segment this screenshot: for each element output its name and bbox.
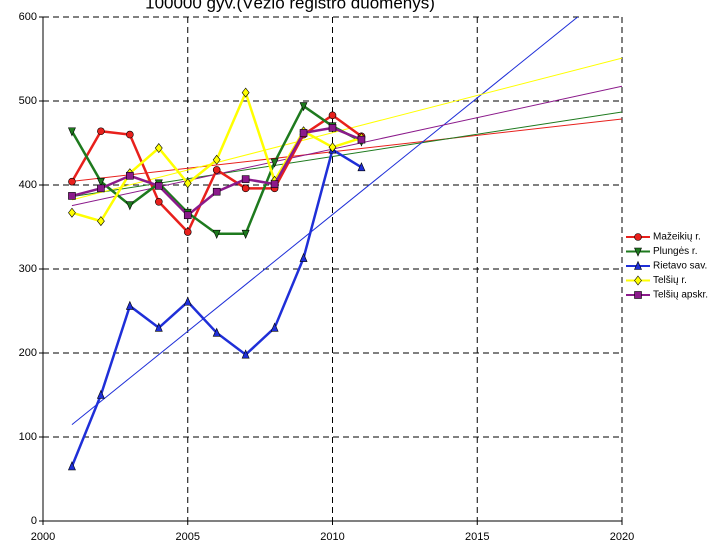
legend-label: Telšių apskr. [653,290,708,301]
y-tick-label: 0 [31,515,37,527]
point [183,178,192,189]
point [155,182,163,190]
point [125,300,134,310]
point [299,129,308,137]
legend-label: Telšių r. [653,275,687,286]
trend-line [71,118,622,182]
legend-label: Plungės r. [653,246,697,257]
trend-line [71,57,622,201]
point [154,322,163,332]
point [270,322,279,332]
x-tick-label: 2020 [610,531,634,543]
x-tick-label: 2010 [320,531,344,543]
point [241,349,250,359]
point [126,130,134,139]
point [212,154,221,165]
point [97,216,105,227]
point [270,180,279,188]
point [212,327,221,337]
legend-marker [634,260,642,270]
y-tick-label: 300 [19,263,37,275]
legend: Mažeikių r. Plungės r. Rietavo sav. Telšių … [626,232,708,301]
point [299,102,308,112]
point [241,229,250,239]
legend-marker [634,247,642,257]
trend-line [71,17,579,426]
point [328,142,337,153]
point [125,201,134,211]
y-tick-label: 200 [19,347,37,359]
point [67,461,76,471]
point [357,135,366,144]
point [68,192,76,200]
legend-marker [634,233,642,241]
point [212,229,221,239]
point [68,207,76,218]
x-tick-label: 2000 [31,531,55,543]
point [241,87,250,98]
point [212,166,221,174]
point [68,177,76,186]
point [357,162,366,172]
x-tick-label: 2005 [176,531,200,543]
legend-label: Rietavo sav. [653,261,707,272]
y-tick-label: 400 [19,179,37,191]
y-tick-label: 600 [19,11,37,23]
point [299,252,308,262]
point [96,389,105,399]
point [154,143,163,154]
x-tick-label: 2015 [465,531,489,543]
point [183,211,192,220]
point [97,184,105,193]
point [212,187,221,196]
y-tick-label: 100 [19,431,37,443]
y-tick-label: 500 [19,95,37,107]
point [270,158,279,168]
point [328,124,337,132]
point [241,184,250,193]
point [183,296,192,306]
point [67,127,76,137]
point [96,177,105,187]
legend-marker [634,291,642,299]
point [155,198,163,206]
point [97,127,105,136]
point [328,111,337,120]
legend-label: Mažeikių r. [653,232,701,243]
point [183,228,192,236]
chart-title: 100000 gyv.(Vėžio registro duomenys) [145,0,435,12]
point [126,171,134,180]
trend-line [71,111,622,198]
legend-marker [634,275,642,286]
point [241,175,250,183]
trend-line [71,85,622,207]
